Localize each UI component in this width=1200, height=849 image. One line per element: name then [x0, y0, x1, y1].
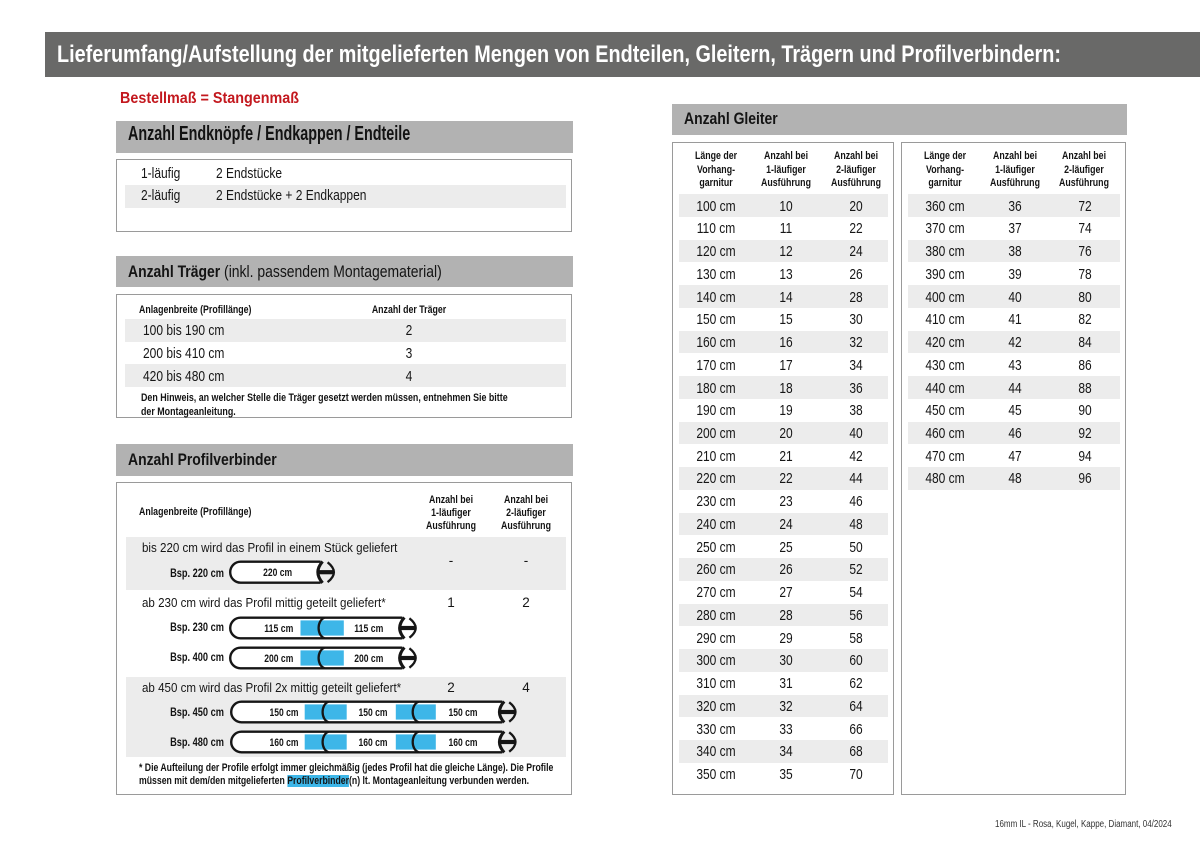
- svg-text:150 cm: 150 cm: [270, 707, 299, 719]
- svg-text:150 cm: 150 cm: [449, 707, 478, 719]
- svg-text:160 cm: 160 cm: [270, 737, 299, 749]
- svg-text:115 cm: 115 cm: [264, 623, 293, 635]
- svg-text:115 cm: 115 cm: [354, 623, 383, 635]
- svg-text:160 cm: 160 cm: [359, 737, 388, 749]
- svg-text:160 cm: 160 cm: [449, 737, 478, 749]
- svg-text:150 cm: 150 cm: [359, 707, 388, 719]
- svg-text:200 cm: 200 cm: [264, 652, 293, 664]
- svg-text:220 cm: 220 cm: [263, 567, 292, 579]
- svg-text:200 cm: 200 cm: [354, 652, 383, 664]
